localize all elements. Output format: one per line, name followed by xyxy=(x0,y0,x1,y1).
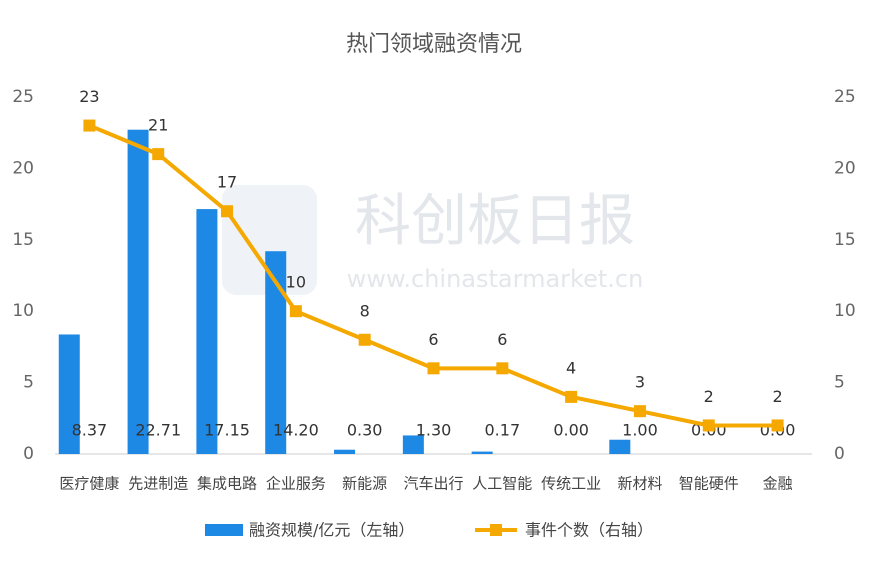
data-label: 3 xyxy=(635,373,645,392)
y-tick-label: 10 xyxy=(12,301,34,321)
bar xyxy=(609,439,631,454)
data-label: 10 xyxy=(286,273,306,292)
line-marker xyxy=(633,405,646,418)
y2-tick-label: 0 xyxy=(834,444,845,464)
x-tick-label: 新材料 xyxy=(617,475,662,493)
line-marker xyxy=(221,205,234,218)
data-label: 21 xyxy=(148,116,168,135)
bar xyxy=(402,435,424,454)
data-label: 1.00 xyxy=(622,421,658,440)
bar xyxy=(196,209,218,454)
x-tick-label: 人工智能 xyxy=(472,475,532,493)
data-label: 0.17 xyxy=(485,421,521,440)
bar xyxy=(471,451,493,454)
line-marker xyxy=(152,148,165,161)
watermark: 科创板日报 xyxy=(355,189,635,254)
watermark-url: www.chinastarmarket.cn xyxy=(347,265,644,293)
data-label: 2 xyxy=(772,387,782,406)
line-marker xyxy=(427,362,440,375)
data-label: 8.37 xyxy=(72,421,108,440)
y-tick-label: 25 xyxy=(12,87,34,107)
data-label: 0.30 xyxy=(347,421,383,440)
y2-tick-label: 20 xyxy=(834,158,856,178)
line-marker xyxy=(565,390,578,403)
line-marker xyxy=(83,119,96,132)
legend-label: 事件个数（右轴） xyxy=(525,521,653,540)
x-tick-label: 医疗健康 xyxy=(59,475,119,493)
y2-tick-label: 5 xyxy=(834,373,845,393)
legend-swatch xyxy=(205,524,243,536)
legend-label: 融资规模/亿元（左轴） xyxy=(249,521,414,540)
bar xyxy=(127,129,149,454)
data-label: 6 xyxy=(428,330,438,349)
watermark-logo xyxy=(222,185,317,295)
data-label: 0.00 xyxy=(553,421,589,440)
bar xyxy=(265,251,287,454)
y2-tick-label: 10 xyxy=(834,301,856,321)
chart-title: 热门领域融资情况 xyxy=(346,32,522,57)
line-marker xyxy=(702,419,715,432)
data-label: 1.30 xyxy=(416,421,452,440)
y2-tick-label: 25 xyxy=(834,87,856,107)
y-tick-label: 20 xyxy=(12,158,34,178)
x-tick-label: 智能硬件 xyxy=(679,475,739,493)
x-tick-label: 金融 xyxy=(763,475,793,493)
data-label: 2 xyxy=(704,387,714,406)
x-tick-label: 集成电路 xyxy=(197,475,257,493)
line-marker xyxy=(771,419,784,432)
data-label: 22.71 xyxy=(135,421,181,440)
x-tick-label: 企业服务 xyxy=(266,475,326,493)
y-tick-label: 5 xyxy=(23,373,34,393)
x-tick-label: 新能源 xyxy=(342,475,387,493)
line-marker xyxy=(496,362,509,375)
x-tick-label: 先进制造 xyxy=(128,475,188,493)
data-label: 14.20 xyxy=(273,421,319,440)
bar xyxy=(334,449,356,454)
y2-tick-label: 15 xyxy=(834,230,856,250)
data-label: 23 xyxy=(79,87,99,106)
data-label: 17 xyxy=(217,173,237,192)
data-label: 4 xyxy=(566,358,576,377)
x-tick-label: 传统工业 xyxy=(541,475,601,493)
y-tick-label: 15 xyxy=(12,230,34,250)
line-marker xyxy=(358,333,371,346)
line-marker xyxy=(289,305,302,318)
x-tick-label: 汽车出行 xyxy=(403,475,463,493)
data-label: 8 xyxy=(360,301,370,320)
data-label: 17.15 xyxy=(204,421,250,440)
y-tick-label: 0 xyxy=(23,444,34,464)
data-label: 6 xyxy=(497,330,507,349)
bar xyxy=(58,334,80,454)
legend-swatch xyxy=(490,524,502,536)
